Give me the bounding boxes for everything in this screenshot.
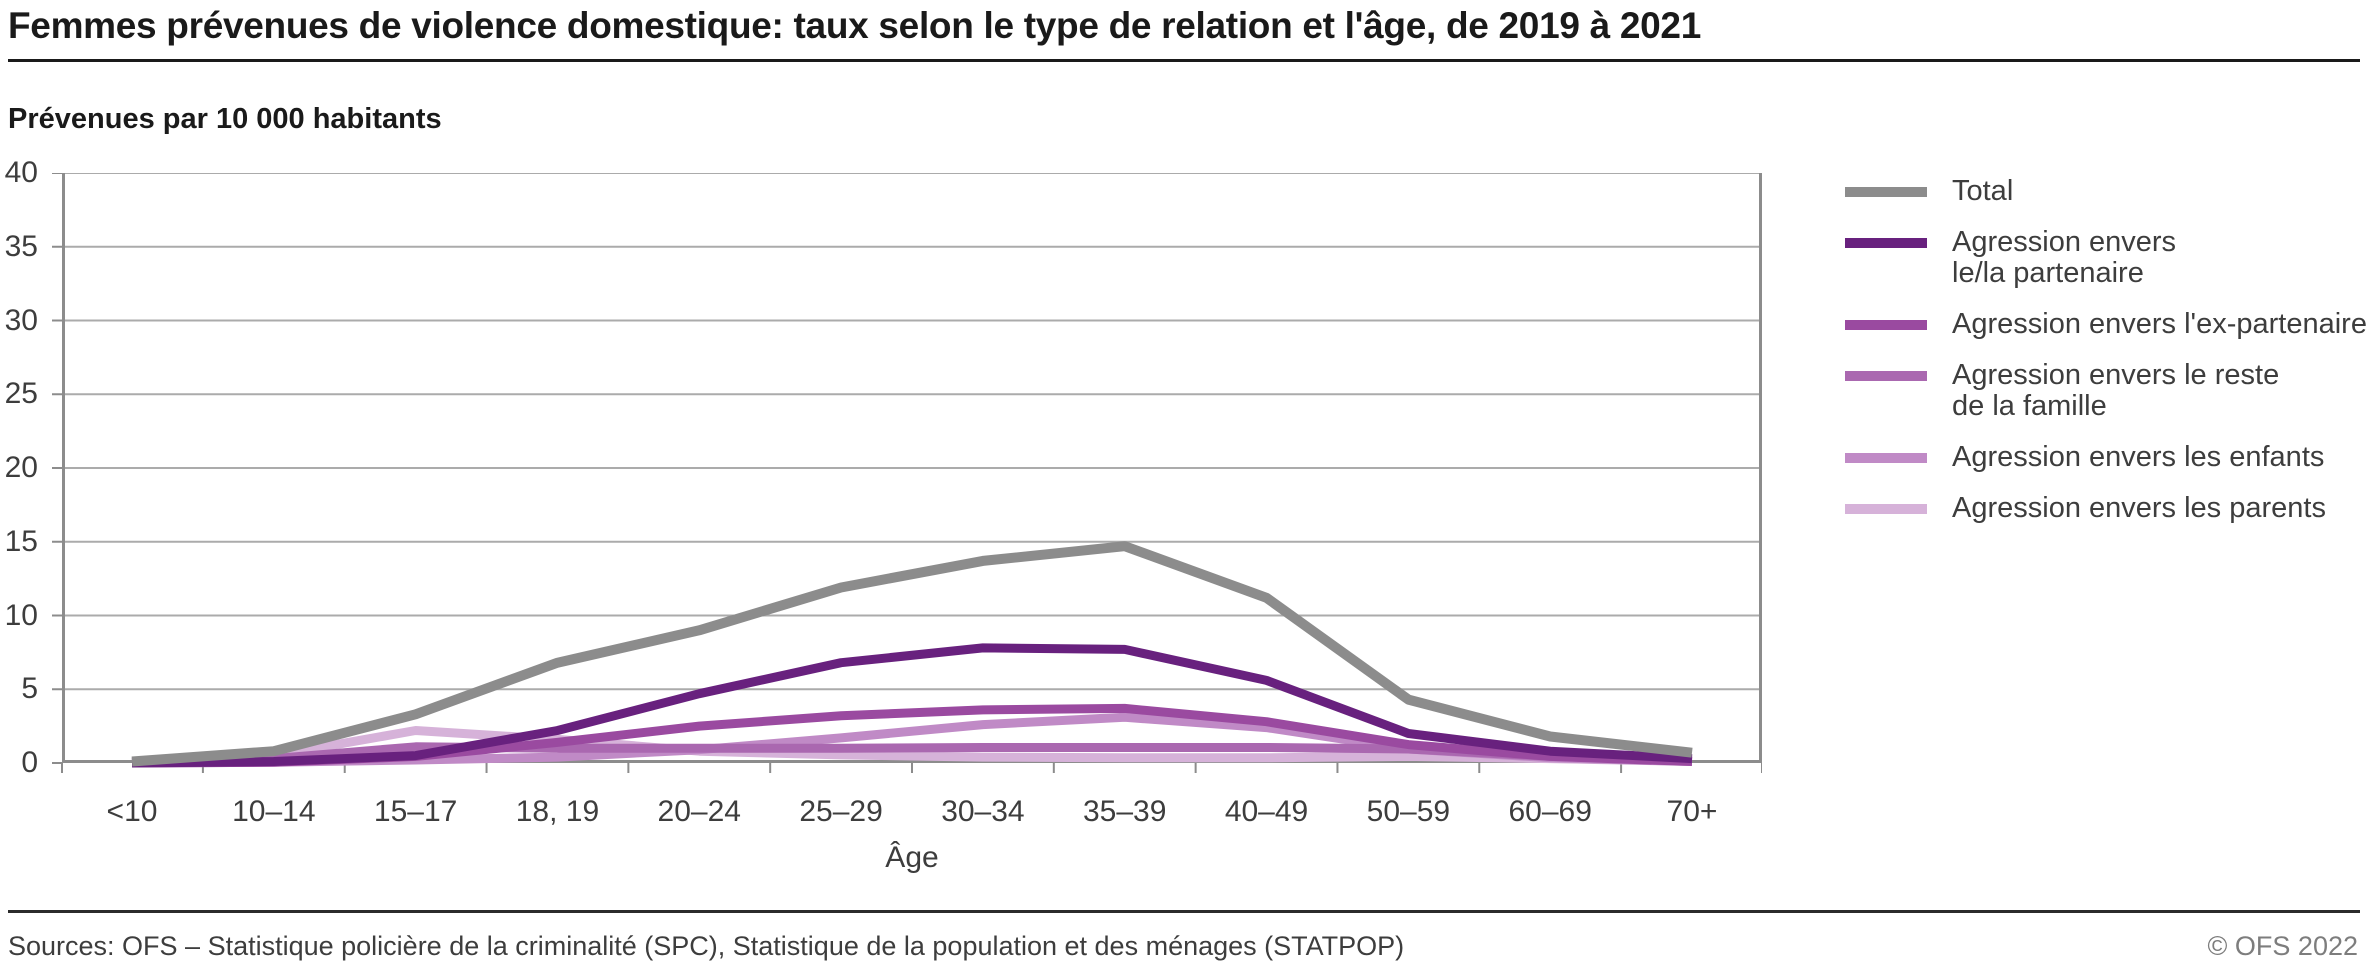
legend-item: Agression envers le reste de la famille xyxy=(1845,360,2375,422)
legend-swatch xyxy=(1845,320,1927,330)
page-title: Femmes prévenues de violence domestique:… xyxy=(8,5,1701,46)
x-tick-label: 35–39 xyxy=(1083,795,1167,828)
legend-item: Agression envers les parents xyxy=(1845,493,2375,524)
x-tick-label: 15–17 xyxy=(373,795,458,828)
title-divider xyxy=(8,59,2360,62)
legend-swatch xyxy=(1845,371,1927,381)
x-tick-label: 30–34 xyxy=(941,795,1025,828)
x-tick-label: 40–49 xyxy=(1224,795,1309,828)
x-tick-label: 50–59 xyxy=(1366,795,1451,828)
y-tick-label: 35 xyxy=(4,229,38,263)
x-tick-label: 18, 19 xyxy=(515,795,600,828)
legend-swatch xyxy=(1845,453,1927,463)
y-tick-label: 0 xyxy=(21,746,38,779)
x-tick-label: 10–14 xyxy=(232,795,316,828)
legend-item: Total xyxy=(1845,176,2375,207)
sources-note: Sources: OFS – Statistique policière de … xyxy=(8,931,1405,961)
y-tick-label: 40 xyxy=(4,156,38,189)
series-line xyxy=(131,643,1693,768)
x-tick-label: 60–69 xyxy=(1508,795,1592,828)
y-tick-label: 10 xyxy=(4,598,38,632)
copyright-note: © OFS 2022 xyxy=(2207,931,2358,961)
x-tick-label: 25–29 xyxy=(799,795,883,828)
x-tick-label: 20–24 xyxy=(657,795,741,828)
y-tick-label: 15 xyxy=(4,524,38,558)
legend-item: Agression envers le/la partenaire xyxy=(1845,227,2375,289)
legend-label: Agression envers le reste de la famille xyxy=(1952,359,2280,422)
y-tick-label: 25 xyxy=(4,377,38,411)
series-line xyxy=(131,726,1693,767)
y-tick-label: 20 xyxy=(4,451,38,484)
y-tick-label: 5 xyxy=(21,672,38,706)
legend-item: Agression envers les enfants xyxy=(1845,442,2375,473)
chart-legend: Total Agression envers le/la partenaire Agr… xyxy=(1845,176,2375,524)
legend-swatch xyxy=(1845,238,1927,248)
legend-label: Total xyxy=(1952,175,2014,207)
x-axis-title: Âge xyxy=(885,841,939,874)
line-chart-plot xyxy=(52,173,1762,773)
legend-label: Agression envers les parents xyxy=(1952,492,2326,524)
legend-label: Agression envers le/la partenaire xyxy=(1952,226,2177,289)
legend-item: Agression envers l'ex-partenaire xyxy=(1845,309,2375,340)
series-line xyxy=(131,541,1693,767)
footer-divider xyxy=(8,910,2360,913)
y-tick-label: 30 xyxy=(4,303,38,337)
x-tick-label: 70+ xyxy=(1666,795,1718,828)
legend-swatch xyxy=(1845,504,1927,514)
legend-label: Agression envers l'ex-partenaire xyxy=(1952,308,2367,340)
legend-label: Agression envers les enfants xyxy=(1952,441,2325,473)
x-tick-label: <10 xyxy=(106,795,158,828)
y-axis-unit-label: Prévenues par 10 000 habitants xyxy=(8,103,442,135)
legend-swatch xyxy=(1845,187,1927,197)
